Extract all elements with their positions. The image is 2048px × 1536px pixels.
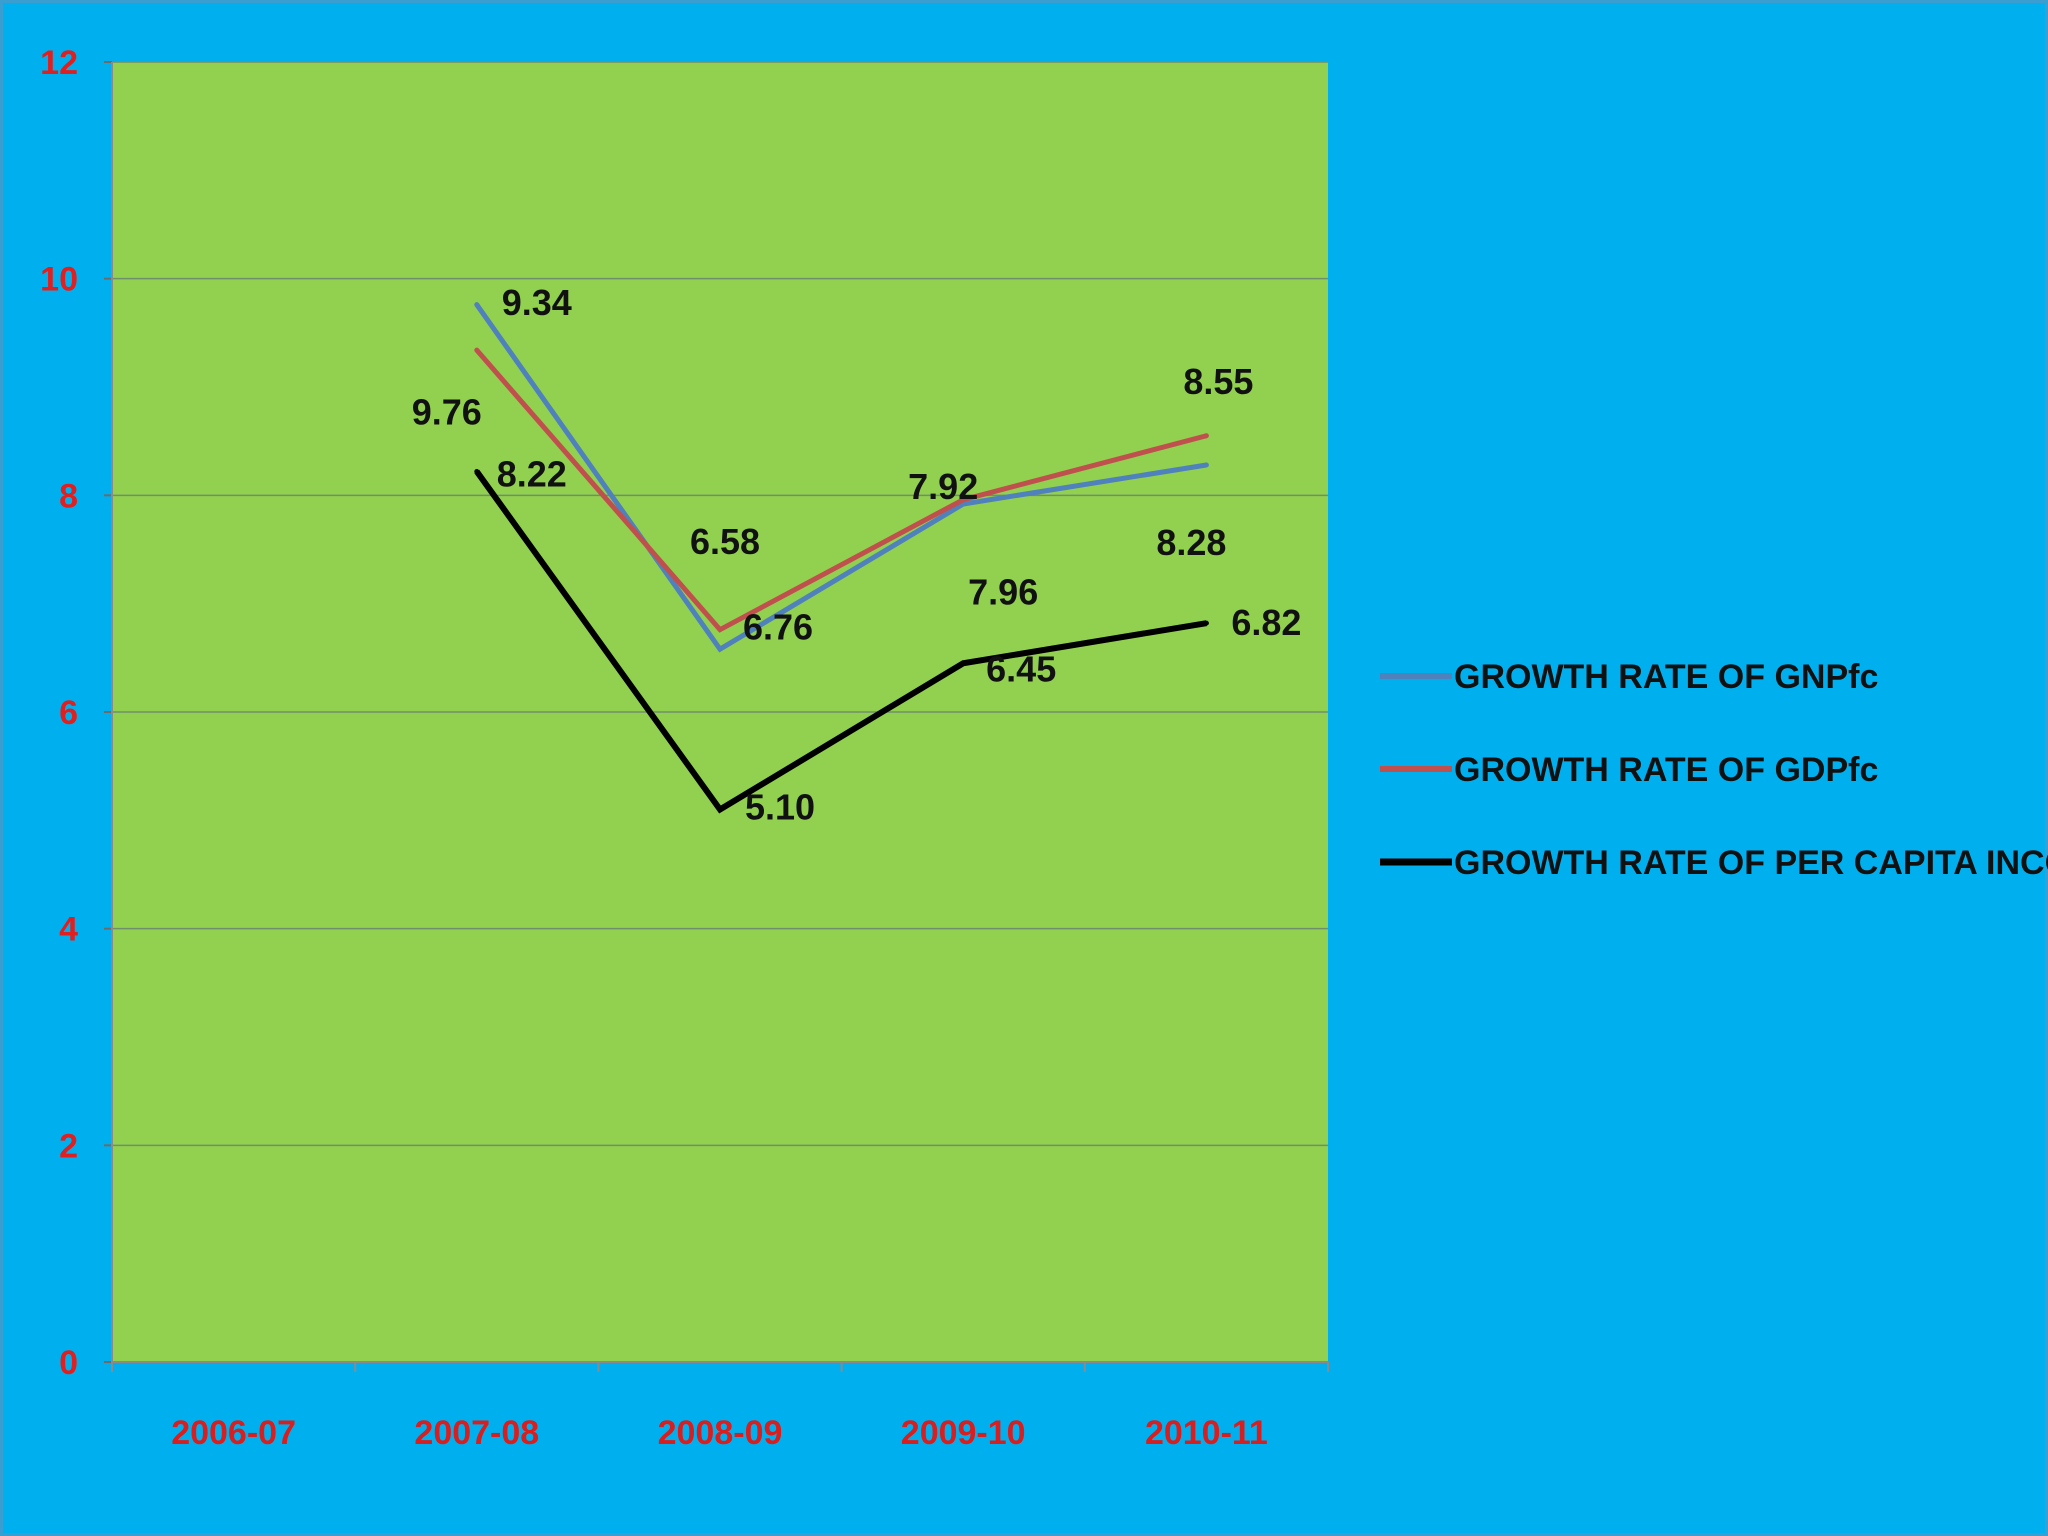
data-label: 8.22 — [497, 454, 567, 495]
data-point — [717, 807, 723, 812]
data-label: 8.55 — [1183, 361, 1253, 402]
y-tick-label: 4 — [59, 911, 78, 949]
data-label: 7.96 — [968, 572, 1038, 613]
data-point — [1203, 433, 1209, 439]
legend: GROWTH RATE OF GNPfc GROWTH RATE OF GDPfc… — [1380, 658, 2048, 882]
data-label: 6.82 — [1231, 602, 1301, 643]
data-label: 8.28 — [1156, 522, 1226, 563]
y-tick-label: 10 — [40, 261, 78, 299]
x-tick-label: 2009-10 — [901, 1414, 1026, 1452]
y-tick-label: 6 — [59, 694, 78, 732]
data-labels: 9.76 6.58 7.92 8.28 9.34 6.76 7.96 8.55 8.22 5.10… — [412, 282, 1302, 827]
y-tick-label: 2 — [59, 1127, 78, 1165]
data-point — [474, 347, 480, 353]
y-tick-label: 0 — [59, 1344, 78, 1382]
data-point — [474, 302, 480, 308]
series-line-1 — [474, 303, 1207, 653]
y-tick-label: 8 — [59, 477, 78, 515]
x-tick-label: 2008-09 — [658, 1414, 783, 1452]
y-axis-tick-labels: 0 2 4 6 8 10 12 — [40, 44, 78, 1382]
data-point — [960, 497, 966, 503]
data-label: 9.34 — [502, 282, 572, 323]
data-label: 5.10 — [745, 787, 815, 828]
data-point — [960, 660, 966, 666]
y-tick-label: 12 — [40, 44, 78, 82]
series-line-2 — [474, 348, 1208, 633]
legend-label: GROWTH RATE OF GNPfc — [1454, 658, 1878, 696]
data-label: 6.45 — [986, 648, 1056, 689]
x-tick-label: 2006-07 — [171, 1414, 296, 1452]
series-lines — [474, 302, 1209, 814]
axes — [104, 61, 1329, 1372]
data-label: 6.76 — [743, 607, 813, 648]
data-point — [717, 627, 723, 633]
data-point — [1203, 462, 1209, 468]
x-tick-label: 2010-11 — [1145, 1414, 1268, 1452]
gridlines — [112, 61, 1328, 1147]
data-point — [1203, 620, 1209, 626]
x-axis-tick-labels: 2006-07 2007-08 2008-09 2009-10 2010-11 — [171, 1414, 1268, 1452]
data-point — [717, 646, 723, 652]
x-tick-label: 2007-08 — [414, 1414, 539, 1452]
data-label: 6.58 — [690, 521, 760, 562]
legend-label: GROWTH RATE OF PER CAPITA INCOME — [1454, 844, 2048, 882]
series-line-3 — [474, 469, 1207, 814]
data-label: 9.76 — [412, 392, 482, 433]
data-label: 7.92 — [908, 466, 978, 507]
legend-label: GROWTH RATE OF GDPfc — [1454, 751, 1878, 789]
data-point — [474, 469, 480, 474]
